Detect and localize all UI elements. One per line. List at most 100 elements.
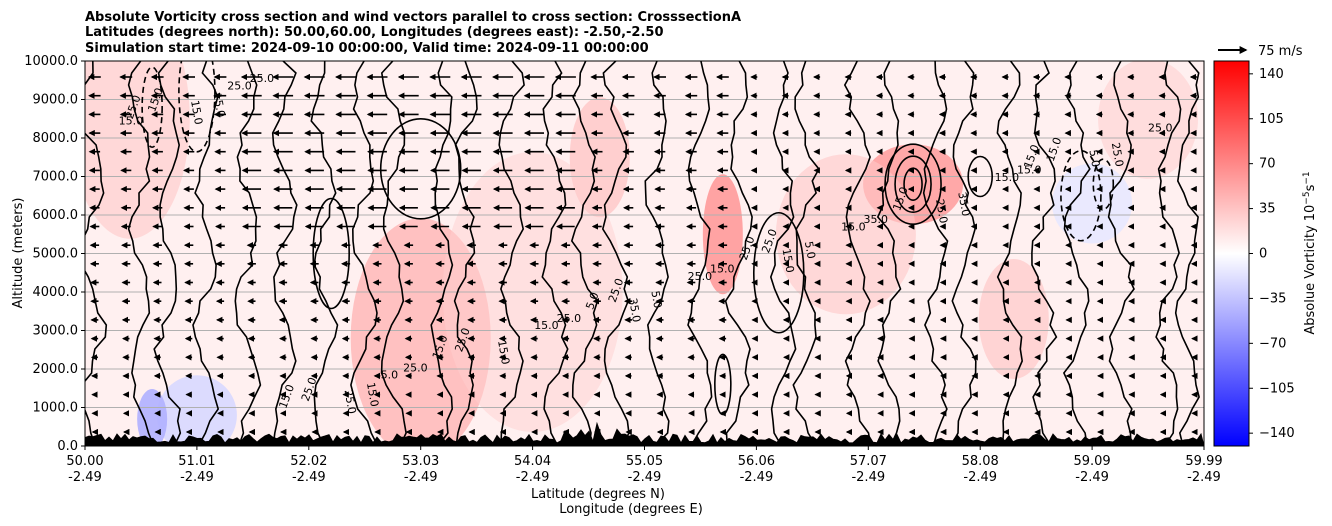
x-tick-label-lon-1: -2.49: [180, 470, 214, 485]
shade-blob-3: [702, 174, 743, 295]
contour-loop-5: [312, 197, 350, 310]
chart-title-line-2: Latitudes (degrees north): 50.00,60.00, …: [85, 25, 664, 40]
contour-line-9: [430, 61, 454, 446]
y-tick-label-8: 8000.0: [33, 131, 79, 146]
contour-line-25: [1031, 61, 1058, 446]
x-axis-ticks: 50.00-2.4951.01-2.4952.02-2.4953.03-2.49…: [66, 446, 1223, 485]
colorbar-tick-label-3: −35: [1259, 291, 1286, 306]
contour-line-20: [843, 61, 872, 446]
contour-line-5: [271, 61, 298, 446]
colorbar-tick-label-7: 105: [1259, 112, 1284, 127]
x-tick-label-lon-7: -2.49: [851, 470, 885, 485]
ground-contours: [85, 421, 1204, 446]
colorbar-label-unit: s: [1303, 184, 1318, 191]
x-axis-label-latitude: Latitude (degrees N): [531, 487, 665, 502]
colorbar-tick-label-2: −70: [1259, 336, 1286, 351]
x-tick-label-lat-2: 52.02: [290, 454, 327, 469]
x-tick-label-lat-5: 55.05: [626, 454, 663, 469]
colorbar-tick-label-8: 140: [1259, 67, 1284, 82]
y-tick-label-10: 10000.0: [24, 54, 78, 69]
chart-title-line-3: Simulation start time: 2024-09-10 00:00:…: [85, 41, 649, 56]
contour-line-22: [922, 61, 949, 446]
shade-blob-10: [1098, 61, 1199, 179]
contour-line-21: [876, 61, 902, 446]
contour-label-0: 15.0: [119, 114, 144, 127]
colorbar-label-exp: −5: [1302, 191, 1312, 204]
wind-vectors: [87, 73, 1198, 436]
contour-line-4: [234, 61, 262, 446]
contour-negative-1: [141, 66, 163, 148]
contour-line-23: [950, 61, 977, 446]
contour-label-36: 5.0: [381, 369, 399, 382]
contour-label-39: 25.0: [227, 79, 252, 92]
contour-label-3: 15.0: [1017, 164, 1042, 177]
contour-negative-0: [178, 61, 216, 153]
contour-loop-7: [967, 155, 994, 198]
shade-blob-1: [85, 61, 190, 239]
x-tick-label-lat-8: 58.08: [962, 454, 999, 469]
contour-line-27: [1107, 61, 1135, 446]
contour-line-19: [792, 61, 820, 446]
contour-label-21: 25.0: [1148, 122, 1173, 135]
contour-line-24: [996, 61, 1024, 446]
contour-label-9: 15.0: [710, 263, 735, 276]
x-tick-label-lat-7: 57.07: [850, 454, 887, 469]
contour-line-15: [644, 61, 670, 446]
shade-blob-5: [978, 258, 1049, 379]
contour-line-11: [498, 61, 525, 446]
x-tick-label-lat-4: 54.04: [514, 454, 551, 469]
contour-label-26: 15.0: [188, 99, 205, 125]
contour-label-35: 15.0: [780, 247, 797, 273]
contour-label-32: 25.0: [933, 198, 950, 224]
quiver-key-label: 75 m/s: [1258, 44, 1303, 59]
contour-line-13: [570, 61, 599, 446]
contour-line-7: [350, 61, 378, 446]
y-tick-label-1: 1000.0: [33, 401, 79, 416]
contour-line-1: [127, 61, 155, 446]
x-tick-label-lon-6: -2.49: [740, 470, 774, 485]
y-tick-label-4: 4000.0: [33, 285, 79, 300]
y-tick-label-9: 9000.0: [33, 93, 79, 108]
x-tick-label-lat-10: 59.99: [1185, 454, 1222, 469]
contour-label-2: 15.0: [364, 381, 381, 407]
x-axis-label-longitude: Longitude (degrees E): [559, 502, 703, 517]
contour-label-33: 15.0: [534, 319, 559, 332]
contour-label-6: 35.0: [864, 213, 889, 226]
y-tick-label-6: 6000.0: [33, 208, 79, 223]
contour-label-8: 25.0: [1109, 141, 1126, 167]
plot-area: 15.025.015.015.025.015.035.025.025.015.0…: [85, 61, 1204, 446]
contour-label-24: 15.0: [995, 171, 1020, 184]
contour-line-16: [687, 61, 713, 446]
colorbar: [1213, 60, 1250, 447]
contour-labels: 15.025.015.015.025.015.035.025.025.015.0…: [119, 72, 1173, 415]
contour-label-12: 25.0: [557, 312, 582, 325]
contour-loop-6: [752, 211, 805, 334]
contour-line-28: [1155, 61, 1182, 446]
contour-line-17: [724, 61, 753, 446]
contour-lines: [85, 61, 1204, 446]
contour-label-29: 5.0: [1086, 149, 1102, 168]
colorbar-tick-label-4: 0: [1259, 247, 1267, 262]
contour-label-27: 15.0: [841, 220, 866, 233]
contour-label-30: 25.0: [688, 270, 713, 283]
x-tick-label-lon-2: -2.49: [292, 470, 326, 485]
x-tick-label-lon-8: -2.49: [963, 470, 997, 485]
x-tick-label-lat-0: 50.00: [66, 454, 103, 469]
colorbar-tick-label-5: 35: [1259, 202, 1276, 217]
colorbar-label-unit-exp: −1: [1302, 171, 1312, 184]
x-tick-label-lon-4: -2.49: [516, 470, 550, 485]
x-tick-label-lon-3: -2.49: [404, 470, 438, 485]
contour-label-17: 5.0: [648, 290, 664, 309]
contour-label-38: 35.0: [626, 297, 643, 323]
contour-label-23: 25.0: [342, 389, 359, 415]
shade-blob-6: [775, 154, 916, 315]
contour-line-26: [1062, 61, 1091, 446]
colorbar-tick-label-6: 70: [1259, 157, 1276, 172]
x-tick-label-lon-5: -2.49: [628, 470, 662, 485]
colorbar-label: Absolue Vorticity 10−5s−1: [1302, 171, 1318, 334]
colorbar-tick-label-1: −105: [1259, 381, 1295, 396]
x-tick-label-lon-9: -2.49: [1075, 470, 1109, 485]
y-tick-label-7: 7000.0: [33, 170, 79, 185]
contour-line-12: [541, 61, 569, 446]
